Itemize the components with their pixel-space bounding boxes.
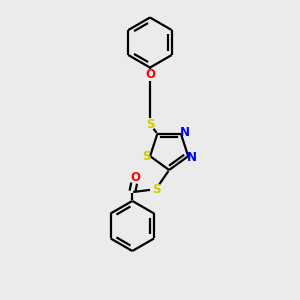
Text: N: N [187, 151, 197, 164]
Text: S: S [152, 183, 160, 196]
Text: O: O [145, 68, 155, 81]
Text: O: O [130, 171, 140, 184]
Text: N: N [180, 126, 190, 139]
Text: S: S [146, 118, 154, 130]
Text: S: S [142, 150, 151, 163]
